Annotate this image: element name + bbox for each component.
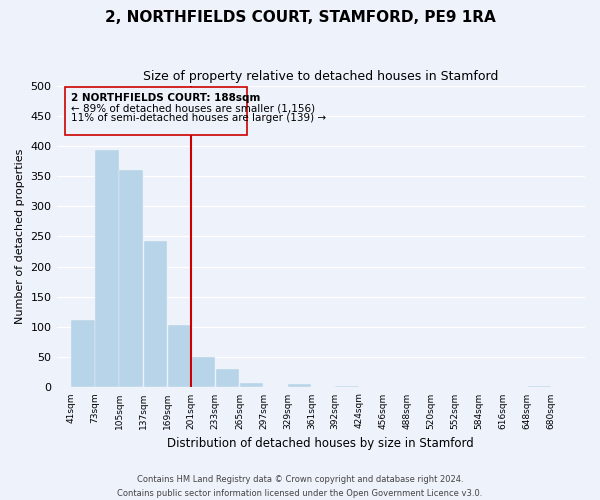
Bar bbox=[71, 320, 95, 388]
Bar bbox=[119, 170, 143, 388]
Bar bbox=[527, 386, 551, 388]
Bar bbox=[240, 382, 263, 388]
X-axis label: Distribution of detached houses by size in Stamford: Distribution of detached houses by size … bbox=[167, 437, 474, 450]
Bar bbox=[335, 386, 359, 388]
FancyBboxPatch shape bbox=[65, 87, 247, 135]
Bar bbox=[288, 384, 311, 388]
Text: 11% of semi-detached houses are larger (139) →: 11% of semi-detached houses are larger (… bbox=[71, 112, 326, 122]
Title: Size of property relative to detached houses in Stamford: Size of property relative to detached ho… bbox=[143, 70, 499, 83]
Bar bbox=[215, 370, 239, 388]
Y-axis label: Number of detached properties: Number of detached properties bbox=[15, 149, 25, 324]
Text: Contains HM Land Registry data © Crown copyright and database right 2024.
Contai: Contains HM Land Registry data © Crown c… bbox=[118, 476, 482, 498]
Text: 2, NORTHFIELDS COURT, STAMFORD, PE9 1RA: 2, NORTHFIELDS COURT, STAMFORD, PE9 1RA bbox=[104, 10, 496, 25]
Bar bbox=[191, 357, 215, 388]
Bar bbox=[143, 242, 167, 388]
Text: ← 89% of detached houses are smaller (1,156): ← 89% of detached houses are smaller (1,… bbox=[71, 103, 315, 113]
Bar bbox=[167, 324, 191, 388]
Bar bbox=[95, 150, 119, 388]
Text: 2 NORTHFIELDS COURT: 188sqm: 2 NORTHFIELDS COURT: 188sqm bbox=[71, 94, 260, 104]
